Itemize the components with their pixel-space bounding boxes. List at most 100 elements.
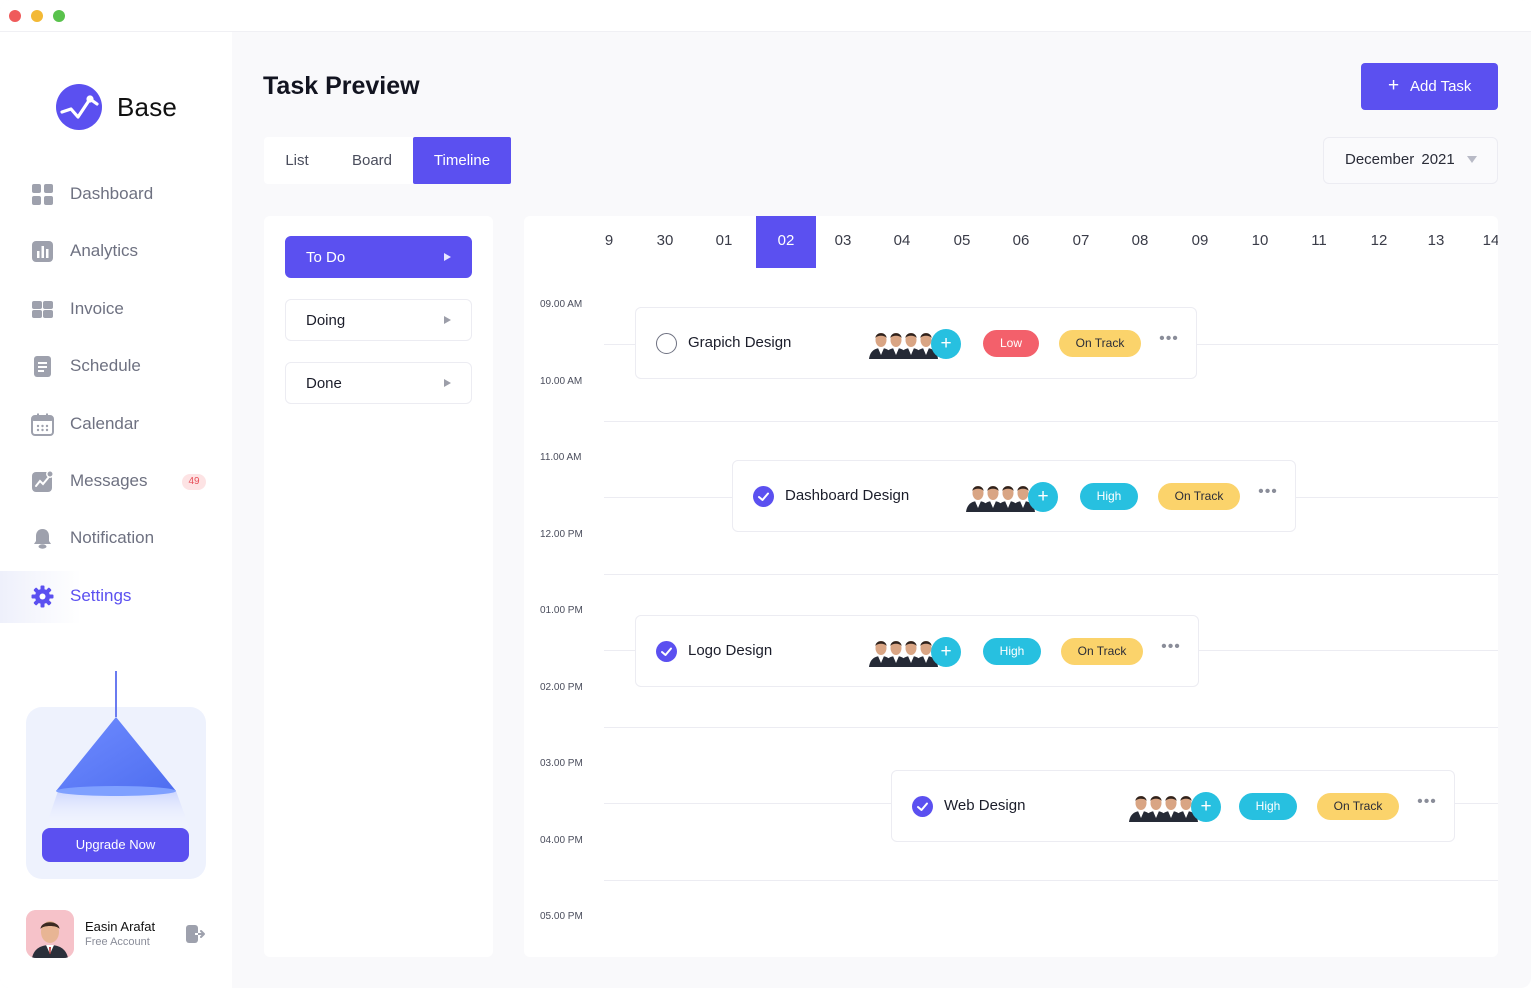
task-checkbox[interactable]	[656, 333, 677, 354]
tab-timeline[interactable]: Timeline	[413, 137, 511, 184]
view-tabs: List Board Timeline	[264, 137, 511, 184]
more-options-icon[interactable]: •••	[1159, 330, 1179, 347]
sidebar: Base Dashboard Analytics Invoice	[0, 32, 232, 988]
day-cell[interactable]: 01	[715, 232, 733, 249]
day-cell-selected[interactable]: 02	[756, 216, 816, 268]
hour-label: 09.00 AM	[540, 299, 583, 310]
status-filter-doing[interactable]: Doing	[285, 299, 472, 341]
day-cell[interactable]: 14	[1482, 232, 1498, 249]
hour-label: 03.00 PM	[540, 758, 583, 769]
sidebar-item-label: Invoice	[70, 299, 124, 318]
more-options-icon[interactable]: •••	[1417, 793, 1437, 810]
minimize-window-icon[interactable]	[31, 10, 43, 22]
invoice-icon	[32, 301, 53, 318]
calendar-icon	[31, 413, 54, 436]
upgrade-card: Upgrade Now	[26, 707, 206, 879]
logo-icon	[56, 84, 102, 130]
hour-label: 05.00 PM	[540, 911, 583, 922]
day-cell[interactable]: 13	[1427, 232, 1445, 249]
sidebar-item-settings[interactable]: Settings	[0, 571, 232, 623]
task-title: Web Design	[944, 797, 1026, 814]
day-cell[interactable]: 11	[1311, 232, 1327, 249]
sidebar-item-label: Dashboard	[70, 184, 154, 203]
sidebar-item-messages[interactable]: Messages 49	[0, 456, 232, 508]
sidebar-item-dashboard[interactable]: Dashboard	[0, 169, 232, 221]
logout-icon[interactable]	[184, 923, 206, 945]
hour-label: 04.00 PM	[540, 835, 583, 846]
gridline	[604, 421, 1498, 422]
more-options-icon[interactable]: •••	[1161, 638, 1181, 655]
status-filter-label: To Do	[306, 249, 346, 266]
check-icon	[917, 802, 928, 811]
more-options-icon[interactable]: •••	[1258, 483, 1278, 500]
app-name: Base	[117, 92, 178, 122]
day-cell[interactable]: 03	[834, 232, 852, 249]
priority-badge: Low	[983, 330, 1039, 357]
hour-label: 12.00 PM	[540, 529, 583, 540]
task-checkbox[interactable]	[912, 796, 933, 817]
day-cell[interactable]: 10	[1251, 232, 1269, 249]
add-task-button[interactable]: + Add Task	[1361, 63, 1498, 110]
sidebar-item-label: Messages	[70, 471, 148, 490]
gridline	[604, 727, 1498, 728]
close-window-icon[interactable]	[9, 10, 21, 22]
day-cell[interactable]: 9	[604, 232, 614, 249]
user-profile[interactable]: Easin Arafat Free Account	[26, 910, 216, 958]
task-card[interactable]: Logo Design + High On Track •••	[635, 615, 1199, 687]
tab-board[interactable]: Board	[351, 152, 393, 169]
bell-icon	[34, 529, 51, 549]
task-card[interactable]: Web Design + High On Track •••	[891, 770, 1455, 842]
status-filter-done[interactable]: Done	[285, 362, 472, 404]
day-cell[interactable]: 12	[1370, 232, 1388, 249]
hour-label: 10.00 AM	[540, 376, 583, 387]
sidebar-item-notification[interactable]: Notification	[0, 513, 232, 565]
gear-icon	[31, 585, 54, 608]
check-icon	[661, 647, 672, 656]
hour-label: 01.00 PM	[540, 605, 583, 616]
day-cell[interactable]: 05	[953, 232, 971, 249]
page-title: Task Preview	[263, 72, 420, 100]
status-filter-panel: To Do Doing Done	[264, 216, 493, 957]
add-member-button[interactable]: +	[1191, 792, 1221, 822]
task-card[interactable]: Dashboard Design + High On Track •••	[732, 460, 1296, 532]
hour-label: 02.00 PM	[540, 682, 583, 693]
task-card[interactable]: Grapich Design + Low On Track •••	[635, 307, 1197, 379]
upgrade-now-button[interactable]: Upgrade Now	[42, 828, 189, 862]
sidebar-item-label: Notification	[70, 528, 155, 547]
day-cell[interactable]: 06	[1012, 232, 1030, 249]
caret-down-icon	[1467, 156, 1477, 163]
sidebar-item-analytics[interactable]: Analytics	[0, 226, 232, 278]
day-cell[interactable]: 08	[1131, 232, 1149, 249]
day-cell[interactable]: 09	[1191, 232, 1209, 249]
analytics-chart-icon	[32, 241, 53, 262]
plus-icon: +	[1388, 75, 1400, 96]
assignee-avatars: +	[965, 482, 1061, 512]
add-member-button[interactable]: +	[931, 637, 961, 667]
status-badge: On Track	[1317, 793, 1399, 820]
play-arrow-icon	[444, 316, 451, 324]
status-filter-todo[interactable]: To Do	[285, 236, 472, 278]
sidebar-item-label: Analytics	[70, 241, 139, 260]
assignee-avatars: +	[1128, 792, 1224, 822]
hour-label: 11.00 AM	[540, 452, 582, 463]
status-badge: On Track	[1158, 483, 1240, 510]
add-member-button[interactable]: +	[931, 329, 961, 359]
month-select-value: December 2021	[1345, 151, 1455, 168]
day-cell[interactable]: 30	[656, 232, 674, 249]
window-titlebar	[0, 0, 1531, 32]
sidebar-item-invoice[interactable]: Invoice	[0, 284, 232, 336]
sidebar-item-schedule[interactable]: Schedule	[0, 341, 232, 393]
lamp-cord	[115, 671, 117, 717]
month-select[interactable]: December 2021	[1323, 137, 1498, 184]
task-checkbox[interactable]	[656, 641, 677, 662]
timeline-panel: 9 30 01 02 03 04 05 06 07 08 09 10 11 12…	[524, 216, 1498, 957]
sidebar-item-calendar[interactable]: Calendar	[0, 399, 232, 451]
add-member-button[interactable]: +	[1028, 482, 1058, 512]
dashboard-grid-icon	[32, 184, 53, 205]
sidebar-item-label: Schedule	[70, 356, 141, 375]
day-cell[interactable]: 04	[893, 232, 911, 249]
maximize-window-icon[interactable]	[53, 10, 65, 22]
tab-list[interactable]: List	[285, 152, 309, 169]
task-checkbox[interactable]	[753, 486, 774, 507]
day-cell[interactable]: 07	[1072, 232, 1090, 249]
